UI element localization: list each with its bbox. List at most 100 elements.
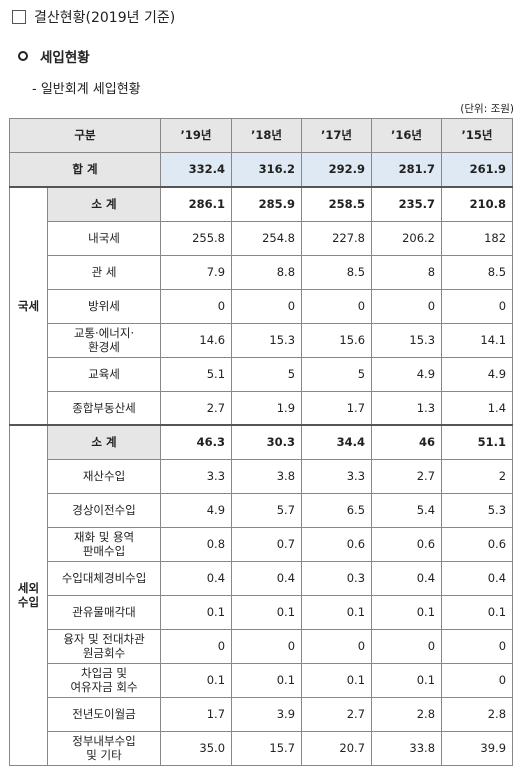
cell-value: 0.8 <box>160 526 233 562</box>
total-value: 261.9 <box>441 152 514 188</box>
item-label: 관유물매각대 <box>46 594 162 630</box>
cell-value: 0.1 <box>231 594 303 630</box>
cell-value: 0 <box>160 628 233 664</box>
cell-value: 5.1 <box>160 356 233 392</box>
cell-value: 0.7 <box>231 526 303 562</box>
cell-value: 15.6 <box>301 322 373 358</box>
cell-value: 3.9 <box>231 696 303 732</box>
header-corner: 구분 <box>8 118 162 153</box>
cell-value: 1.9 <box>231 390 303 426</box>
subsection-title: - 일반회계 세입현황 <box>32 82 141 97</box>
cell-value: 254.8 <box>231 220 303 256</box>
cell-value: 0 <box>441 628 514 664</box>
group-label: 국세 <box>9 186 48 426</box>
page-header: 결산현황(2019년 기준) <box>12 7 175 27</box>
header-year: ’19년 <box>160 118 233 153</box>
cell-value: 1.7 <box>160 696 233 732</box>
item-label: 경상이전수입 <box>46 492 162 528</box>
table-row: 내국세 255.8 254.8 227.8 206.2 182 <box>10 220 514 256</box>
item-label: 전년도이월금 <box>46 696 162 732</box>
cell-value: 0 <box>301 628 373 664</box>
total-value: 292.9 <box>301 152 373 188</box>
cell-value: 227.8 <box>301 220 373 256</box>
cell-value: 33.8 <box>371 730 443 766</box>
cell-value: 0.6 <box>441 526 514 562</box>
cell-value: 2.8 <box>441 696 514 732</box>
cell-value: 0.4 <box>441 560 514 596</box>
item-label: 정부내부수입 및 기타 <box>46 730 162 766</box>
cell-value: 14.1 <box>441 322 514 358</box>
table-row: 전년도이월금 1.7 3.9 2.7 2.8 2.8 <box>10 696 514 732</box>
section-title: 세입현황 <box>40 50 90 66</box>
cell-value: 210.8 <box>441 186 514 222</box>
header-year: ’18년 <box>231 118 303 153</box>
cell-value: 0 <box>441 662 514 698</box>
group-label: 세외 수입 <box>9 424 48 766</box>
cell-value: 0 <box>160 288 233 324</box>
table-row: 재화 및 용역 판매수입 0.8 0.7 0.6 0.6 0.6 <box>10 526 514 562</box>
cell-value: 2 <box>441 458 514 494</box>
table-row: 교육세 5.1 5 5 4.9 4.9 <box>10 356 514 392</box>
page-title: 결산현황(2019년 기준) <box>34 10 176 26</box>
cell-value: 0.1 <box>301 594 373 630</box>
cell-value: 35.0 <box>160 730 233 766</box>
cell-value: 0.1 <box>160 594 233 630</box>
cell-value: 34.4 <box>301 424 373 460</box>
cell-value: 258.5 <box>301 186 373 222</box>
cell-value: 8.5 <box>301 254 373 290</box>
unit-label: (단위: 조원) <box>460 103 514 115</box>
cell-value: 8.5 <box>441 254 514 290</box>
item-label: 방위세 <box>46 288 162 324</box>
cell-value: 30.3 <box>231 424 303 460</box>
table-row: 경상이전수입 4.9 5.7 6.5 5.4 5.3 <box>10 492 514 528</box>
item-label: 융자 및 전대차관 원금회수 <box>46 628 162 664</box>
item-label: 종합부동산세 <box>46 390 162 426</box>
header-year: ’15년 <box>441 118 514 153</box>
cell-value: 5.7 <box>231 492 303 528</box>
cell-value: 0.1 <box>371 662 443 698</box>
cell-value: 15.3 <box>231 322 303 358</box>
cell-value: 46 <box>371 424 443 460</box>
cell-value: 2.7 <box>371 458 443 494</box>
table-row: 종합부동산세 2.7 1.9 1.7 1.3 1.4 <box>10 390 514 426</box>
cell-value: 1.4 <box>441 390 514 426</box>
item-label: 교통·에너지· 환경세 <box>46 322 162 358</box>
cell-value: 0.6 <box>301 526 373 562</box>
cell-value: 5.4 <box>371 492 443 528</box>
cell-value: 2.7 <box>160 390 233 426</box>
item-label: 재산수입 <box>46 458 162 494</box>
item-label: 교육세 <box>46 356 162 392</box>
cell-value: 3.3 <box>160 458 233 494</box>
cell-value: 3.3 <box>301 458 373 494</box>
cell-value: 0.1 <box>441 594 514 630</box>
header-year: ’17년 <box>301 118 373 153</box>
table-row: 재산수입 3.3 3.8 3.3 2.7 2 <box>10 458 514 494</box>
subtotal-row: 세외 수입 소 계 46.3 30.3 34.4 46 51.1 <box>9 424 514 766</box>
cell-value: 20.7 <box>301 730 373 766</box>
cell-value: 46.3 <box>160 424 233 460</box>
checkbox-icon[interactable] <box>12 10 26 24</box>
cell-value: 0 <box>371 628 443 664</box>
cell-value: 1.7 <box>301 390 373 426</box>
item-label: 소 계 <box>46 424 162 460</box>
cell-value: 39.9 <box>441 730 514 766</box>
cell-value: 5 <box>231 356 303 392</box>
cell-value: 286.1 <box>160 186 233 222</box>
cell-value: 0 <box>231 288 303 324</box>
cell-value: 2.7 <box>301 696 373 732</box>
section-heading: 세입현황 <box>18 46 90 66</box>
cell-value: 206.2 <box>371 220 443 256</box>
item-label: 차입금 및 여유자금 회수 <box>46 662 162 698</box>
cell-value: 285.9 <box>231 186 303 222</box>
circle-bullet-icon <box>18 51 28 61</box>
table-header-row: 구분 ’19년 ’18년 ’17년 ’16년 ’15년 <box>8 118 514 153</box>
subtotal-row: 국세 소 계 286.1 285.9 258.5 235.7 210.8 <box>9 186 514 426</box>
cell-value: 3.8 <box>231 458 303 494</box>
cell-value: 0.3 <box>301 560 373 596</box>
cell-value: 255.8 <box>160 220 233 256</box>
table-row: 차입금 및 여유자금 회수 0.1 0.1 0.1 0.1 0 <box>10 662 514 698</box>
cell-value: 182 <box>441 220 514 256</box>
item-label: 내국세 <box>46 220 162 256</box>
total-row: 합 계 332.4 316.2 292.9 281.7 261.9 <box>8 152 514 188</box>
cell-value: 8.8 <box>231 254 303 290</box>
